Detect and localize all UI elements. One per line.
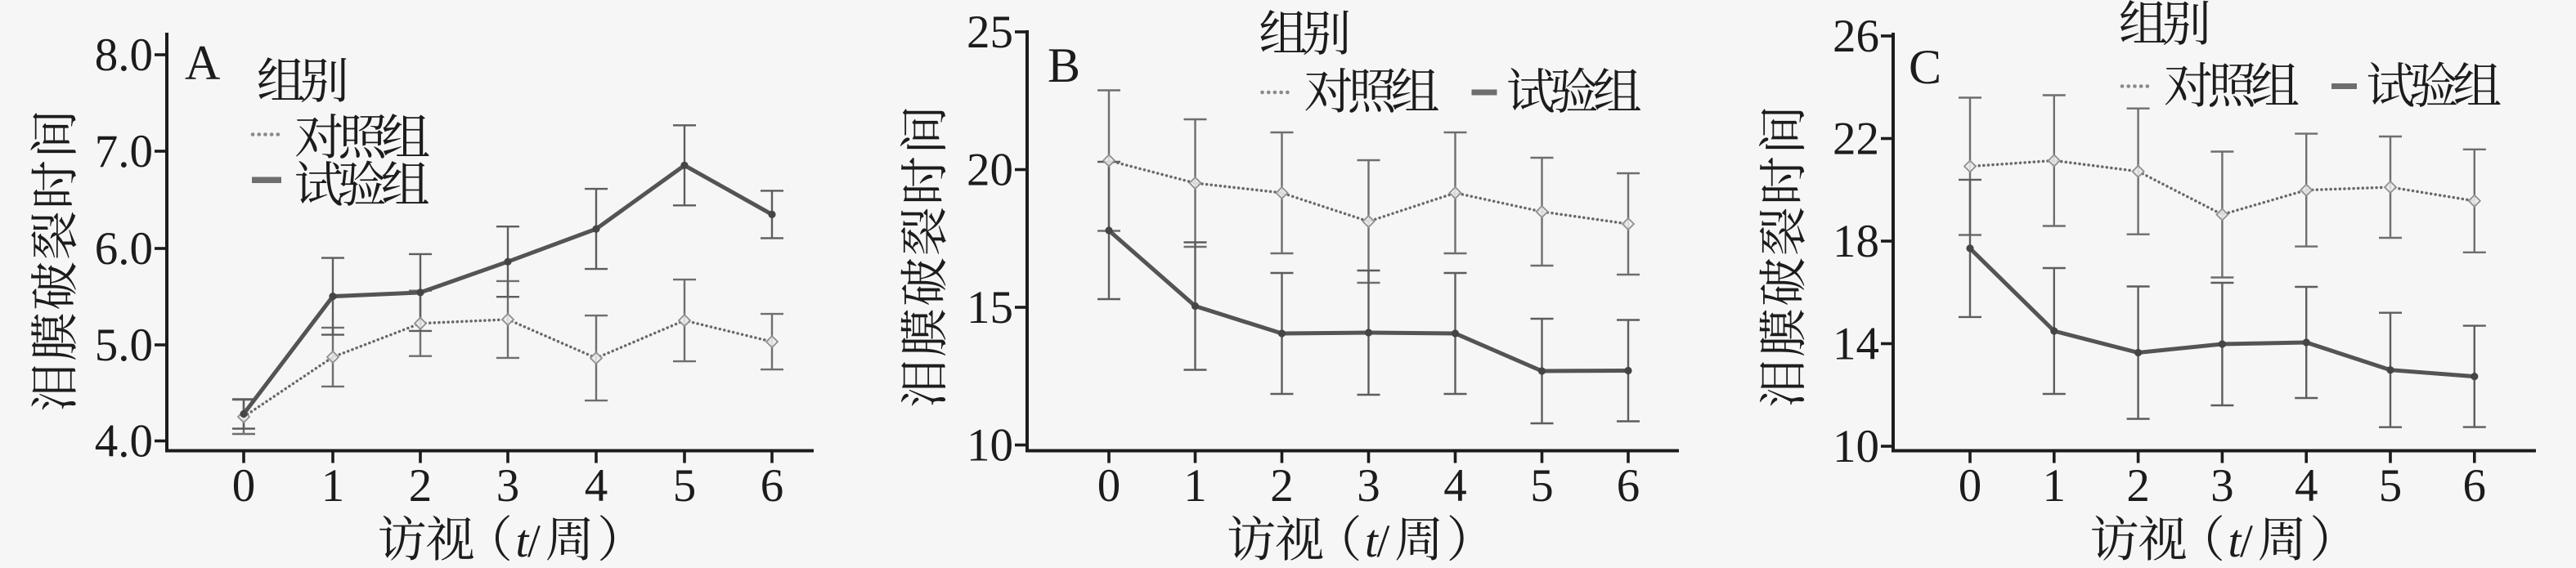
svg-text:3: 3 [2210, 460, 2234, 512]
svg-text:5: 5 [2379, 460, 2403, 512]
svg-text:C: C [1909, 40, 1941, 94]
svg-text:8.0: 8.0 [95, 29, 153, 81]
svg-text:6: 6 [761, 460, 784, 512]
svg-text:/: / [2240, 516, 2253, 567]
svg-text:18: 18 [1833, 216, 1879, 267]
svg-text:3: 3 [1357, 460, 1380, 512]
svg-text:6.0: 6.0 [95, 223, 153, 275]
svg-text:10: 10 [967, 420, 1013, 472]
svg-text:A: A [185, 36, 220, 90]
svg-text:25: 25 [967, 7, 1013, 58]
svg-text:2: 2 [409, 460, 433, 512]
svg-text:1: 1 [321, 460, 345, 512]
svg-text:5: 5 [1530, 460, 1554, 512]
svg-text:3: 3 [496, 460, 520, 512]
svg-text:2: 2 [2126, 460, 2150, 512]
svg-text:4: 4 [2295, 460, 2318, 512]
svg-text:10: 10 [1833, 421, 1879, 472]
svg-text:4: 4 [1443, 460, 1467, 512]
svg-text:1: 1 [1183, 460, 1207, 512]
svg-text:0: 0 [1097, 460, 1121, 512]
svg-text:4: 4 [585, 460, 608, 512]
svg-text:/: / [527, 516, 541, 567]
svg-text:5: 5 [673, 460, 697, 512]
svg-text:7.0: 7.0 [95, 126, 153, 177]
svg-text:6: 6 [1617, 460, 1640, 512]
svg-text:/: / [1377, 516, 1390, 567]
svg-text:4.0: 4.0 [95, 416, 153, 467]
svg-text:14: 14 [1833, 319, 1879, 370]
svg-text:1: 1 [2043, 460, 2067, 512]
svg-text:0: 0 [1959, 460, 1982, 512]
svg-text:t: t [516, 516, 530, 567]
svg-text:22: 22 [1833, 114, 1879, 165]
svg-text:6: 6 [2463, 460, 2487, 512]
svg-text:15: 15 [967, 282, 1013, 333]
svg-text:0: 0 [232, 460, 256, 512]
svg-text:26: 26 [1833, 11, 1879, 62]
svg-text:t: t [1365, 516, 1379, 567]
svg-text:5.0: 5.0 [95, 320, 153, 371]
svg-text:t: t [2228, 516, 2242, 567]
svg-text:B: B [1048, 38, 1080, 92]
svg-text:2: 2 [1270, 460, 1294, 512]
svg-text:20: 20 [967, 145, 1013, 196]
